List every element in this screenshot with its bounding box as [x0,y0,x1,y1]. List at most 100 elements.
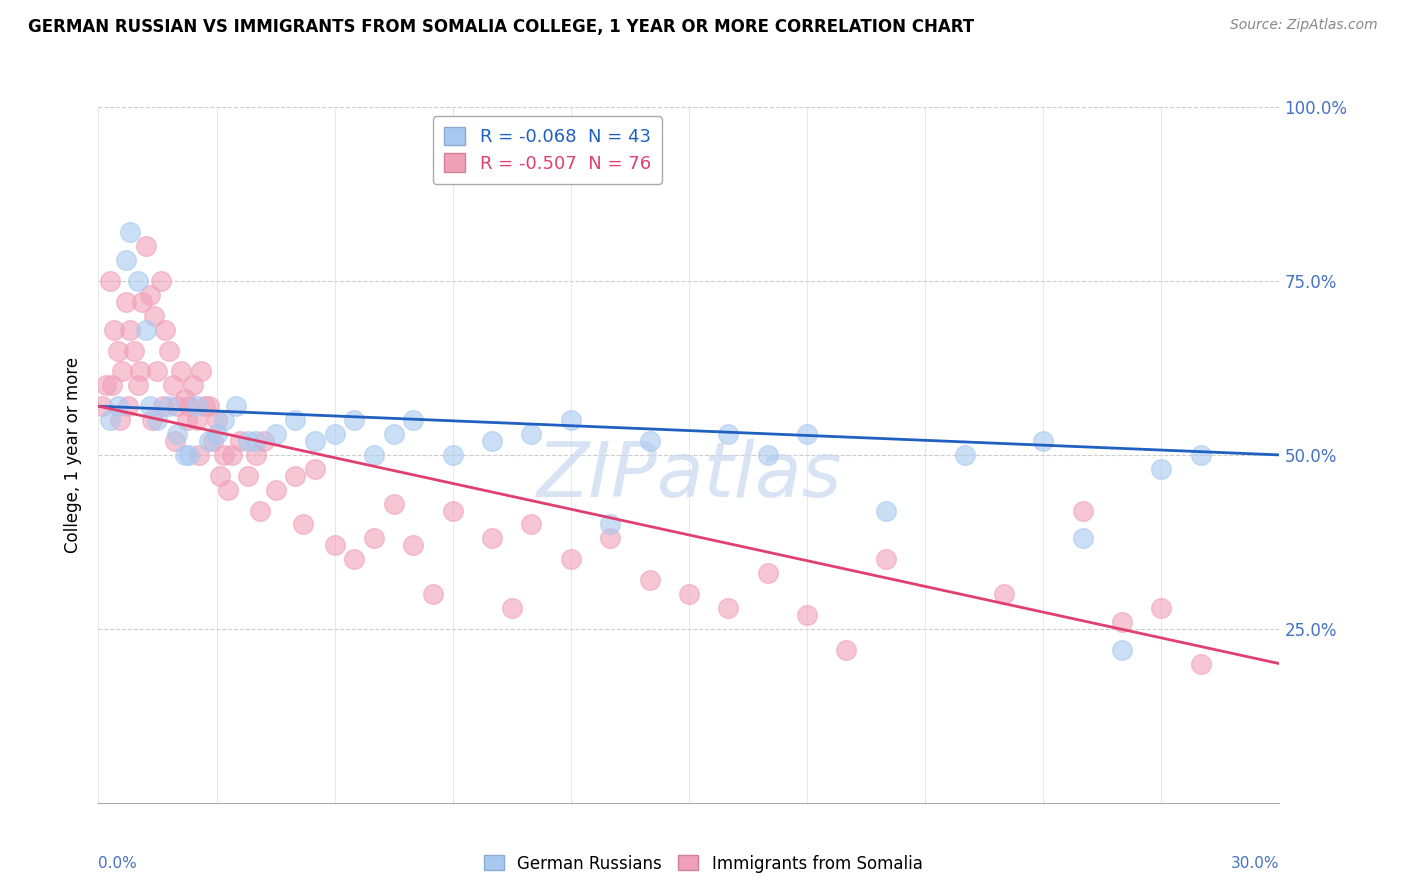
Point [323,538,346,552]
Point [1189,448,1212,462]
Point [599,517,621,532]
Point [197,399,219,413]
Point [264,483,287,497]
Point [187,448,209,462]
Point [205,413,228,427]
Text: 30.0%: 30.0% [1232,856,1279,871]
Point [304,462,326,476]
Point [343,552,366,566]
Point [209,468,232,483]
Point [560,552,582,566]
Point [170,364,193,378]
Point [152,399,174,413]
Point [717,601,740,615]
Point [229,434,252,448]
Point [520,427,543,442]
Point [236,468,259,483]
Point [127,378,149,392]
Point [323,427,346,442]
Point [186,413,208,427]
Point [422,587,444,601]
Point [107,343,129,358]
Point [599,532,621,546]
Point [756,448,779,462]
Point [221,448,243,462]
Point [194,399,217,413]
Point [118,323,141,337]
Point [343,413,366,427]
Point [214,448,236,462]
Point [1111,642,1133,657]
Point [1111,615,1133,629]
Point [146,364,169,378]
Point [128,364,150,378]
Point [382,427,405,442]
Point [875,503,897,517]
Point [201,434,224,448]
Point [157,343,180,358]
Point [796,427,818,442]
Text: ZIPatlas: ZIPatlas [536,439,842,513]
Point [115,294,138,309]
Point [177,448,200,462]
Point [441,503,464,517]
Point [363,448,385,462]
Point [118,225,141,239]
Point [111,364,134,378]
Point [993,587,1015,601]
Point [176,413,198,427]
Point [117,399,139,413]
Point [481,434,503,448]
Point [560,413,582,427]
Point [107,399,129,413]
Point [103,323,125,337]
Point [217,483,239,497]
Point [225,399,247,413]
Point [98,413,121,427]
Point [402,538,425,552]
Point [131,294,153,309]
Point [122,343,145,358]
Legend: R = -0.068  N = 43, R = -0.507  N = 76: R = -0.068 N = 43, R = -0.507 N = 76 [433,116,662,184]
Point [292,517,315,532]
Point [1189,657,1212,671]
Text: Source: ZipAtlas.com: Source: ZipAtlas.com [1230,18,1378,32]
Point [284,413,307,427]
Legend: German Russians, Immigrants from Somalia: German Russians, Immigrants from Somalia [477,848,929,880]
Point [186,399,208,413]
Point [245,434,267,448]
Point [157,399,180,413]
Point [1071,532,1094,546]
Point [174,448,197,462]
Point [174,392,197,407]
Point [135,323,157,337]
Point [253,434,276,448]
Point [678,587,700,601]
Point [142,309,165,323]
Point [520,517,543,532]
Y-axis label: College, 1 year or more: College, 1 year or more [65,357,83,553]
Point [96,378,118,392]
Point [108,413,131,427]
Point [155,323,177,337]
Point [135,239,157,253]
Point [214,413,236,427]
Point [91,399,114,413]
Point [1071,503,1094,517]
Point [236,434,259,448]
Point [165,434,187,448]
Point [181,378,204,392]
Point [835,642,858,657]
Point [146,413,169,427]
Text: 0.0%: 0.0% [98,856,138,871]
Point [138,399,160,413]
Point [717,427,740,442]
Point [1150,462,1173,476]
Point [402,413,425,427]
Point [638,573,661,587]
Point [1150,601,1173,615]
Text: GERMAN RUSSIAN VS IMMIGRANTS FROM SOMALIA COLLEGE, 1 YEAR OR MORE CORRELATION CH: GERMAN RUSSIAN VS IMMIGRANTS FROM SOMALI… [28,18,974,36]
Point [953,448,976,462]
Point [190,364,212,378]
Point [1032,434,1054,448]
